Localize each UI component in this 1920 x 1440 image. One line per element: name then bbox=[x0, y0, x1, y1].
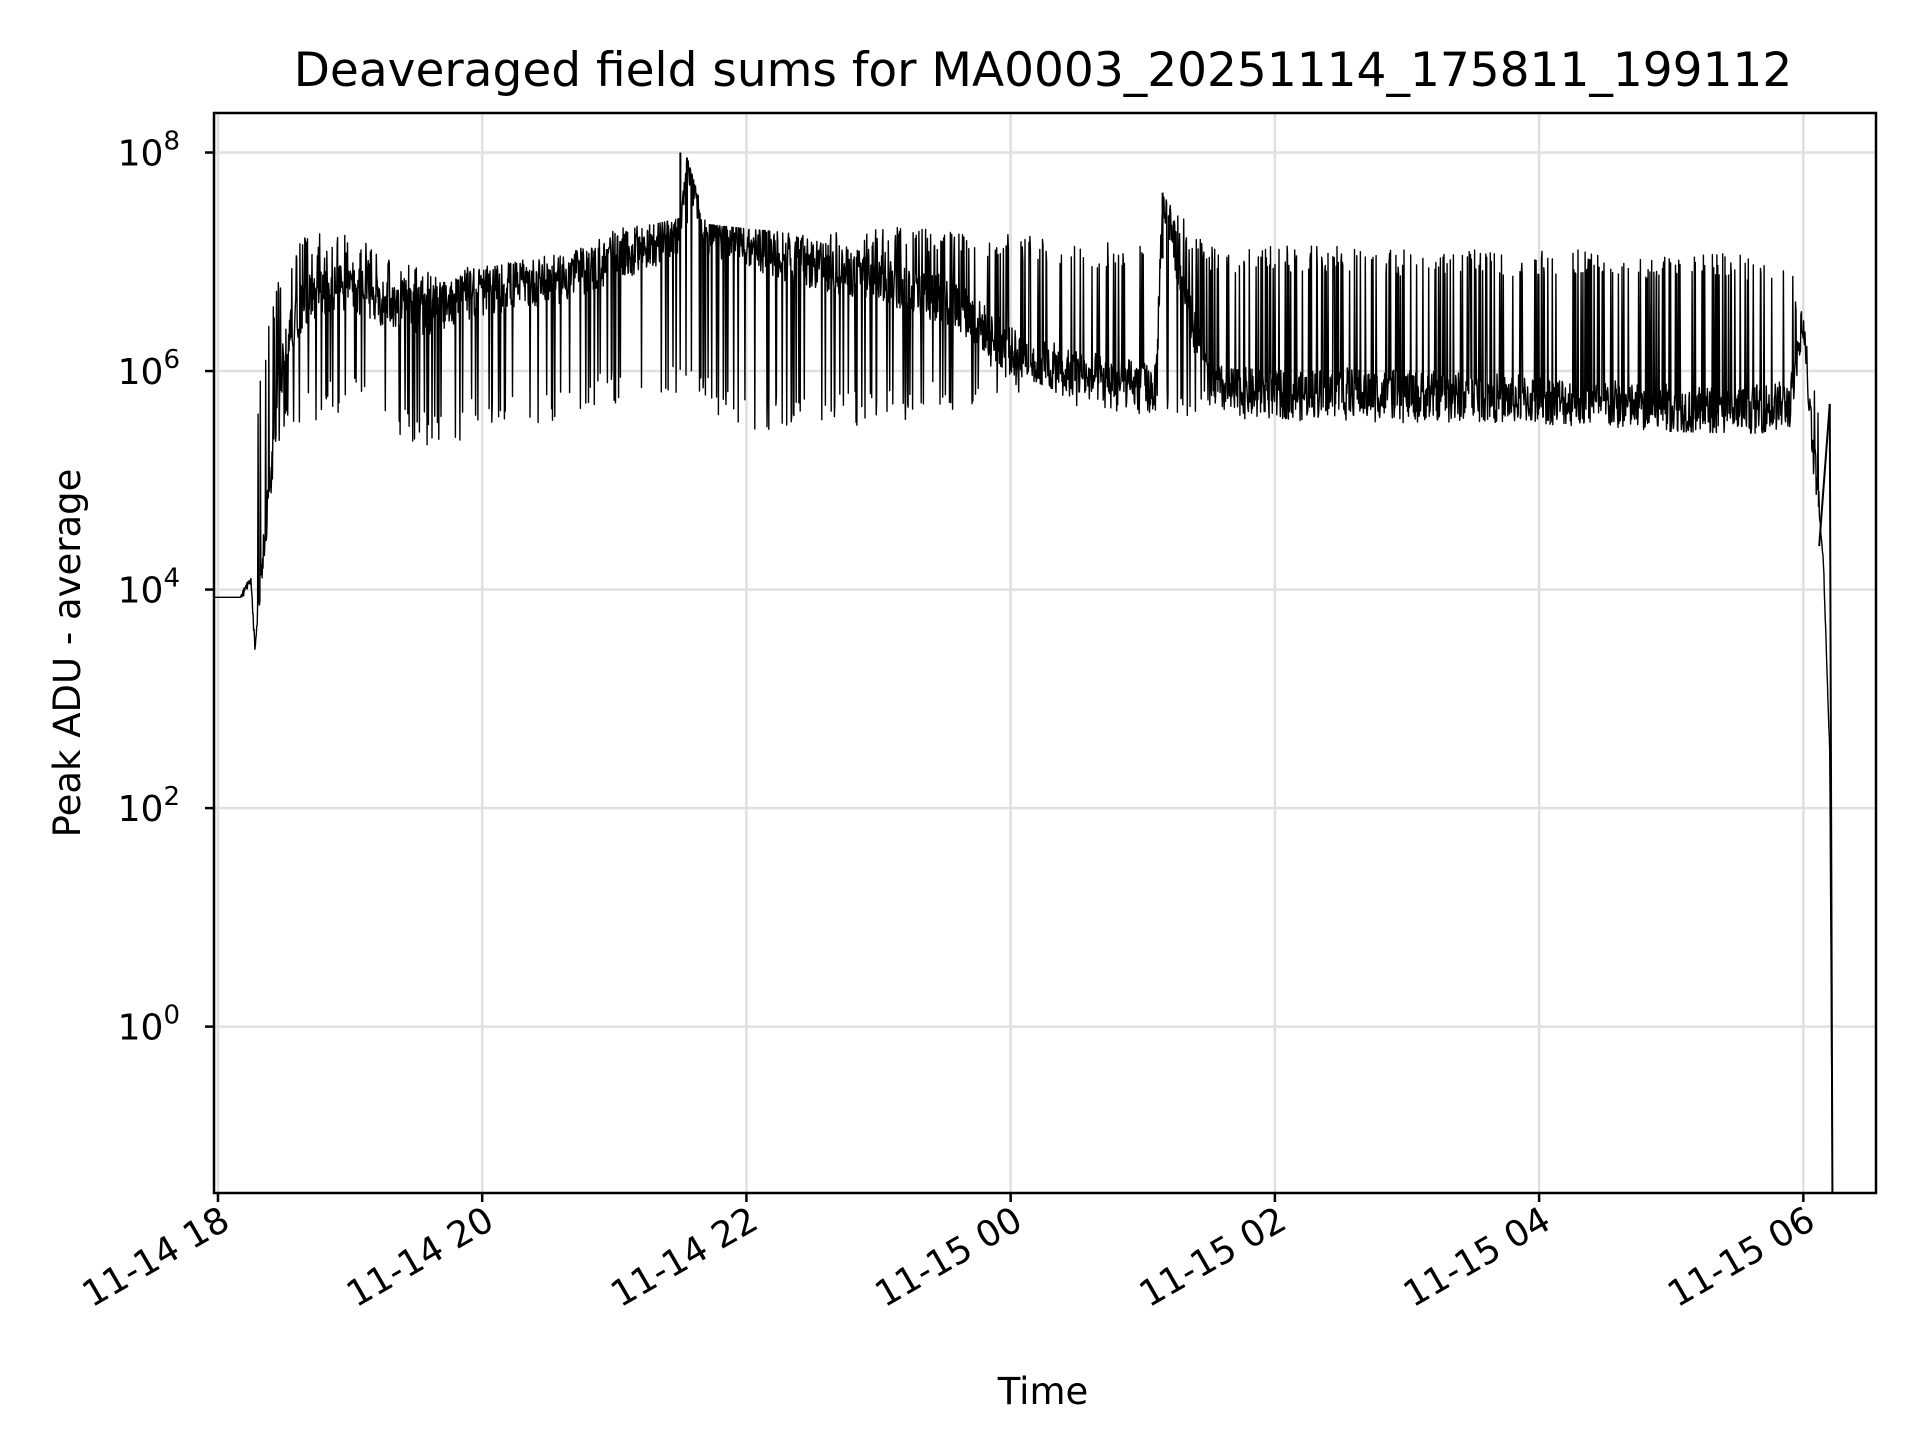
y-tick-exponent: 2 bbox=[163, 782, 180, 812]
series-line bbox=[213, 158, 1834, 1194]
y-tick-label: 106 bbox=[118, 345, 180, 393]
data-series bbox=[213, 152, 1834, 1194]
y-tick-exponent: 4 bbox=[163, 564, 180, 594]
y-axis-label: Peak ADU - average bbox=[46, 469, 89, 838]
y-tick-base: 10 bbox=[118, 789, 164, 830]
y-tick-exponent: 6 bbox=[163, 345, 180, 375]
y-tick-base: 10 bbox=[118, 571, 164, 612]
y-tick-exponent: 0 bbox=[163, 1001, 180, 1031]
x-axis-label: Time bbox=[997, 1370, 1089, 1413]
y-tick-base: 10 bbox=[118, 1008, 164, 1049]
y-tick-label: 100 bbox=[118, 1001, 180, 1049]
y-tick-label: 104 bbox=[118, 564, 180, 612]
data-segment bbox=[1818, 403, 1831, 547]
y-tick-base: 10 bbox=[118, 134, 164, 175]
y-tick-label: 102 bbox=[118, 782, 180, 830]
chart-title: Deaveraged field sums for MA0003_2025111… bbox=[294, 43, 1793, 98]
plot-frame bbox=[212, 111, 1878, 1195]
y-tick-base: 10 bbox=[118, 352, 164, 393]
y-tick-label: 108 bbox=[118, 127, 180, 175]
y-tick-exponent: 8 bbox=[163, 127, 180, 157]
